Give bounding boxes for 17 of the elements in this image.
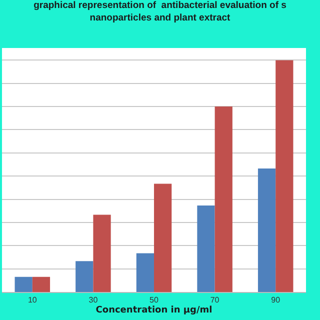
x-tick-label: 10	[28, 296, 38, 305]
bar	[136, 253, 154, 292]
x-tick-label: 50	[150, 296, 159, 305]
bar	[93, 214, 111, 292]
bar	[32, 276, 50, 292]
x-axis-title: Concentration in µg/ml	[96, 305, 212, 316]
chart-title: graphical representation of antibacterial evaluation of s nanoparticles and plant extract	[34, 0, 286, 24]
bar	[214, 106, 232, 292]
x-tick-label: 30	[88, 296, 98, 305]
bar	[154, 184, 172, 292]
bar	[14, 276, 32, 292]
bar	[276, 60, 294, 292]
bar	[258, 168, 276, 292]
bar	[76, 261, 94, 292]
x-tick-label: 90	[271, 296, 281, 305]
bar	[197, 206, 215, 292]
x-tick-label: 70	[210, 296, 220, 305]
